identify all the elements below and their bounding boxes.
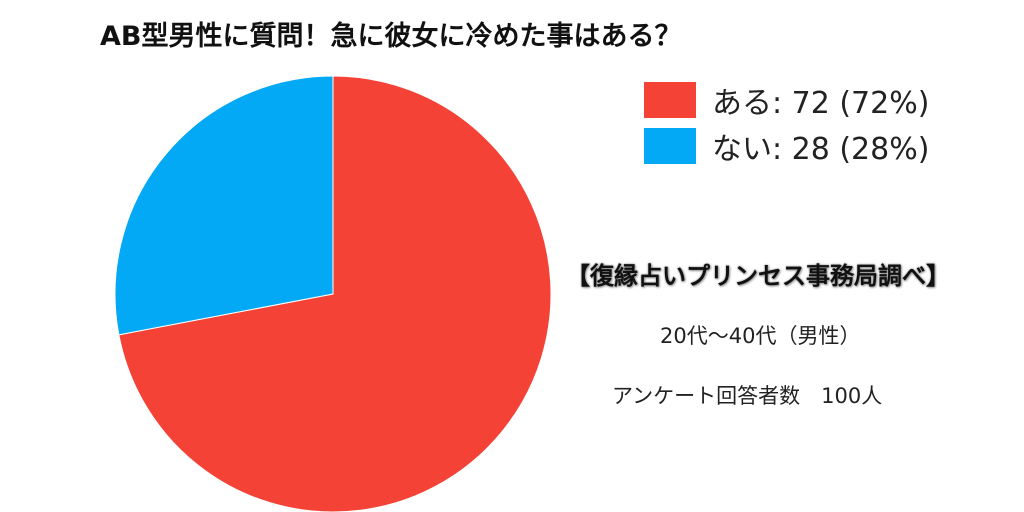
chart-title: AB型男性に質問！急に彼女に冷めた事はある？ <box>100 21 682 52</box>
legend-label-nai: ない: 28 (28%) <box>712 132 930 167</box>
respondent-count-note: アンケート回答者数 100人 <box>612 384 883 408</box>
legend: ある: 72 (72%) ない: 28 (28%) <box>644 80 929 172</box>
pie-slice-1 <box>114 75 334 336</box>
source-note: 【復縁占いプリンセス事務局調べ】 <box>566 262 950 290</box>
legend-item-aru: ある: 72 (72%) <box>644 80 930 121</box>
age-range-note: 20代～40代（男性） <box>660 324 861 348</box>
legend-item-nai: ない: 28 (28%) <box>644 126 930 167</box>
legend-label-aru: ある: 72 (72%) <box>712 86 930 121</box>
legend-swatch-aru <box>644 82 696 118</box>
pie-slice-0 <box>118 75 552 512</box>
legend-swatch-nai <box>644 128 696 164</box>
